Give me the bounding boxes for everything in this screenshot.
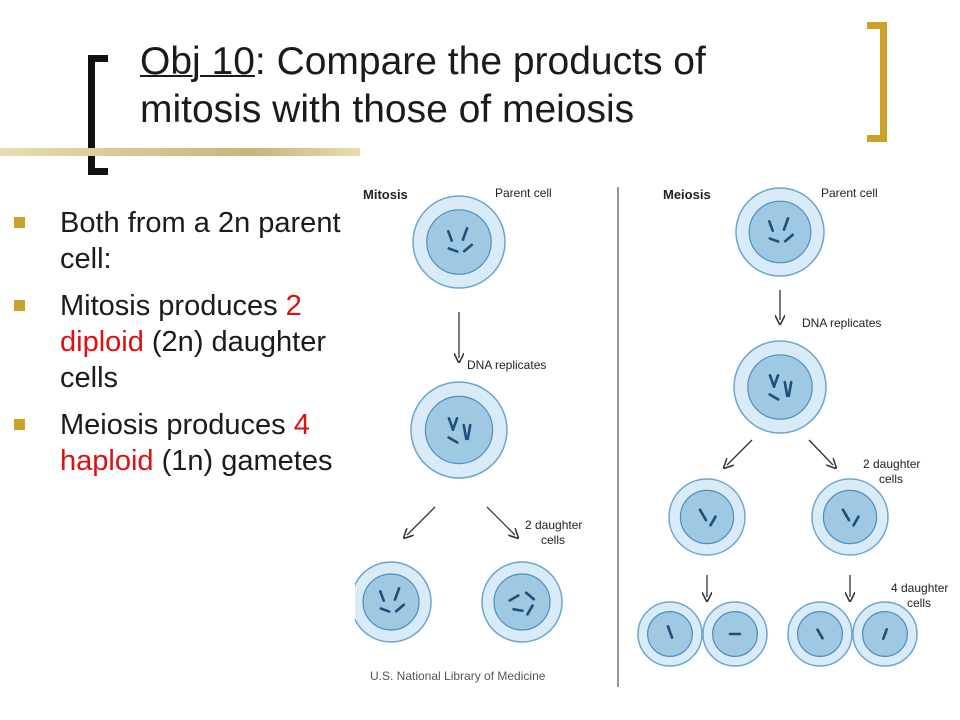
bullet-text: Both from a 2n parent cell: — [60, 207, 341, 275]
meiosis-gamete-cell-3 — [787, 601, 853, 667]
mitosis-replicate-label: DNA replicates — [467, 358, 546, 372]
meiosis-stage2-label-1: 2 daughter — [863, 457, 920, 471]
title-line1-rest: : Compare the products of — [254, 40, 706, 83]
bullet-highlight-text: 4 haploid — [60, 409, 310, 477]
mitosis-daughter-cell-right — [481, 561, 563, 643]
bullet-text: Mitosis produces — [60, 290, 286, 322]
mitosis-arrow-right — [486, 506, 515, 535]
meiosis-gamete-cell-2 — [702, 601, 768, 667]
bullet-square-icon — [14, 300, 25, 311]
bullet-item: Both from a 2n parent cell: — [14, 205, 364, 277]
mitosis-parent-cell — [412, 195, 506, 289]
mitosis-daughter-cell-left — [355, 561, 432, 643]
bullet-text: (2n) daughter cells — [60, 326, 327, 394]
slide-title: Obj 10: Compare the products of mitosis … — [140, 38, 860, 134]
meiosis-arrow-right — [808, 439, 833, 465]
mitosis-daughters-label-1: 2 daughter — [525, 518, 582, 532]
left-bracket-decoration — [88, 55, 108, 175]
mitosis-parent-label: Parent cell — [495, 186, 552, 200]
meiosis-parent-cell — [735, 187, 825, 277]
bullet-text: Meiosis produces — [60, 409, 294, 441]
mitosis-heading: Mitosis — [363, 187, 408, 202]
mitosis-replicated-cell — [410, 381, 508, 479]
meiosis-gamete-cell-4 — [852, 601, 918, 667]
meiosis-daughter-cell-left — [668, 478, 746, 556]
bullet-highlight-text: 2 diploid — [60, 290, 302, 358]
right-bracket-decoration — [867, 22, 887, 142]
bullet-square-icon — [14, 419, 25, 430]
meiosis-stage2-label-2: cells — [879, 472, 903, 486]
meiosis-arrow-left — [727, 439, 753, 465]
cell-group — [355, 187, 918, 667]
bullet-item: Meiosis produces 4 haploid (1n) gametes — [14, 407, 364, 479]
title-line2: mitosis with those of meiosis — [140, 88, 635, 131]
meiosis-stage3-label-1: 4 daughter — [891, 581, 948, 595]
image-credit: U.S. National Library of Medicine — [370, 669, 546, 683]
meiosis-parent-label: Parent cell — [821, 186, 878, 200]
meiosis-daughter-cell-right — [811, 478, 889, 556]
title-underline-bar — [0, 148, 360, 156]
bullet-square-icon — [14, 217, 25, 228]
meiosis-replicate-label: DNA replicates — [802, 316, 881, 330]
meiosis-heading: Meiosis — [663, 187, 711, 202]
mitosis-daughters-label-2: cells — [541, 533, 565, 547]
meiosis-stage3-label-2: cells — [907, 596, 931, 610]
meiosis-gamete-cell-1 — [637, 601, 703, 667]
mitosis-meiosis-diagram: Mitosis Parent cell DNA replicates 2 dau… — [355, 186, 948, 687]
bullet-item: Mitosis produces 2 diploid (2n) daughter… — [14, 288, 364, 396]
objective-label: Obj 10 — [140, 40, 255, 83]
meiosis-replicated-cell — [733, 340, 827, 434]
bullet-text: (1n) gametes — [153, 445, 333, 477]
bullet-list: Both from a 2n parent cell: Mitosis produ… — [14, 205, 364, 490]
mitosis-arrow-left — [407, 506, 436, 535]
